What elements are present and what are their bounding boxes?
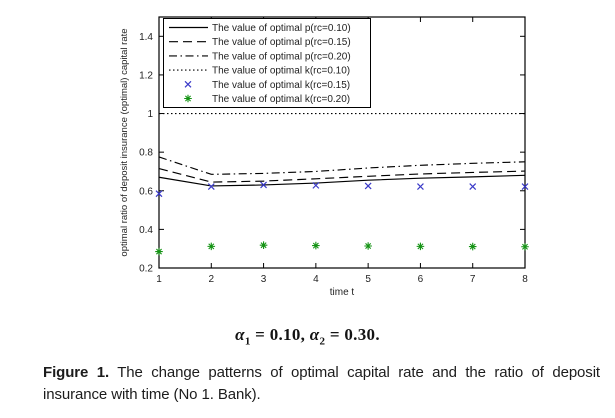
legend-label: The value of optimal p(rc=0.20) — [212, 51, 351, 62]
x-marker — [184, 80, 192, 88]
legend-label: The value of optimal p(rc=0.15) — [212, 37, 351, 48]
x-marker — [312, 181, 320, 189]
x-tick-label: 8 — [522, 274, 528, 285]
x-tick-label: 7 — [470, 274, 476, 285]
y-axis-label: optimal ratio of deposit insurance (opti… — [119, 28, 130, 256]
legend-label: The value of optimal p(rc=0.10) — [212, 23, 351, 34]
asterisk-marker — [312, 241, 320, 250]
x-marker — [364, 182, 372, 190]
x-marker — [469, 183, 477, 190]
y-tick-label: 1.4 — [139, 32, 153, 43]
legend-label: The value of optimal k(rc=0.10) — [212, 66, 350, 77]
x-tick-label: 4 — [313, 274, 319, 285]
chart-svg: 1 2 3 4 5 6 7 8 0.2 0.4 0.6 0.8 1 1.2 1.4 time t optimal… — [119, 16, 529, 298]
y-tick-label: 0.4 — [139, 225, 153, 236]
caption-line2: insurance with time (No 1. Bank). — [43, 386, 261, 403]
plot-border — [158, 16, 526, 269]
x-marker — [521, 183, 529, 190]
asterisk-marker — [207, 242, 216, 251]
asterisk-marker — [416, 242, 425, 251]
alpha1-value: = 0.10, — [250, 325, 310, 344]
legend-label: The value of optimal k(rc=0.15) — [212, 80, 350, 91]
x-marker — [417, 183, 424, 190]
series-line-2 — [158, 156, 526, 175]
series-line-1 — [158, 168, 526, 183]
caption-figure-label: Figure 1. — [43, 364, 110, 381]
equation-parameters: α1 = 0.10, α2 = 0.30. — [0, 325, 615, 347]
caption-line1-text: The change patterns of optimal capital r… — [109, 364, 600, 381]
y-tick-label: 0.2 — [139, 264, 153, 275]
x-marker — [207, 183, 215, 190]
figure-caption: Figure 1. The change patterns of optimal… — [43, 362, 600, 406]
x-tick-label: 6 — [418, 274, 424, 285]
asterisk-marker — [259, 241, 268, 250]
y-tick-label: 0.6 — [139, 186, 153, 197]
x-marker — [260, 181, 267, 189]
x-tick-label: 1 — [156, 274, 162, 285]
legend-label: The value of optimal k(rc=0.20) — [212, 94, 350, 105]
asterisk-marker — [155, 247, 163, 256]
caption-line1: Figure 1. The change patterns of optimal… — [43, 362, 600, 384]
asterisk-marker — [364, 242, 372, 250]
alpha1-subscript: 1 — [244, 335, 251, 348]
x-axis-label: time t — [330, 287, 355, 298]
asterisk-marker — [184, 94, 192, 103]
legend-box — [163, 18, 371, 108]
asterisk-marker — [468, 242, 477, 251]
x-tick-label: 3 — [261, 274, 267, 285]
alpha1-symbol: α — [235, 325, 245, 344]
figure-chart: 1 2 3 4 5 6 7 8 0.2 0.4 0.6 0.8 1 1.2 1.4 time t optimal… — [119, 16, 529, 298]
alpha2-subscript: 2 — [319, 335, 326, 348]
y-tick-label: 1 — [147, 109, 153, 120]
x-marker — [155, 190, 163, 198]
y-tick-label: 0.8 — [139, 148, 153, 159]
x-tick-label: 5 — [365, 274, 371, 285]
asterisk-marker — [521, 242, 529, 251]
alpha2-symbol: α — [309, 325, 320, 344]
alpha2-value: = 0.30. — [325, 325, 380, 344]
x-tick-label: 2 — [209, 274, 215, 285]
y-tick-label: 1.2 — [139, 70, 153, 81]
series-line-0 — [158, 174, 526, 187]
